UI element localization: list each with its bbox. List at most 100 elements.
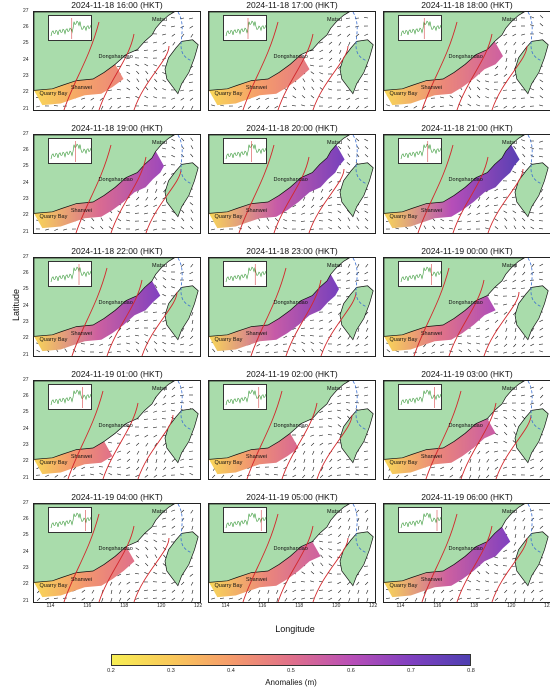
colorbar-tick: 0.5	[287, 668, 295, 674]
panel-timestamp: 2024-11-19 05:00 (HKT)	[246, 492, 338, 502]
inset-timeseries	[398, 15, 442, 41]
dashed-contour	[352, 381, 368, 431]
pressure-contour	[483, 291, 520, 356]
map-panel: 2024-11-18 21:00 (HKT) Matsu Dongshandao Sh…	[383, 123, 550, 245]
lat-tick: 23	[23, 564, 29, 571]
lat-tick: 21	[23, 474, 29, 481]
lat-tick: 25	[23, 409, 29, 416]
inset-timeseries	[398, 261, 442, 287]
lat-tick: 22	[23, 212, 29, 219]
taiwan-island	[339, 162, 374, 218]
pressure-contour	[250, 267, 287, 356]
pressure-contour	[320, 291, 357, 356]
colorbar-tick: 0.3	[167, 668, 175, 674]
taiwan-island	[514, 285, 549, 341]
inset-series-line	[225, 143, 267, 160]
lat-tick: 23	[23, 441, 29, 448]
colorbar-tick: 0.4	[227, 668, 235, 674]
panel-timestamp: 2024-11-18 22:00 (HKT)	[71, 246, 163, 256]
inset-series-line	[225, 20, 267, 37]
pressure-contour	[273, 156, 310, 233]
map-panel: 2024-11-18 20:00 (HKT) Matsu Dongshandao Sh…	[208, 123, 376, 245]
inset-timeseries	[223, 261, 267, 287]
place-label-quarry-bay: Quarry Bay	[214, 337, 243, 344]
place-label-shanwei: Shanwei	[245, 453, 267, 460]
pressure-contour	[312, 45, 349, 110]
x-axis-label: Longitude	[275, 624, 315, 634]
map-panel: 2024-11-19 05:00 (HKT) Matsu Dongshandao Sh…	[208, 492, 377, 614]
pressure-contour	[421, 21, 458, 110]
anomaly-field	[34, 441, 113, 475]
inset-series-line	[400, 20, 442, 37]
pressure-contour	[277, 525, 314, 602]
anomaly-field	[209, 274, 339, 352]
pressure-contour	[71, 267, 108, 356]
place-label-dongshandao: Dongshandao	[98, 54, 133, 61]
anomaly-field	[384, 418, 496, 475]
pressure-contour	[141, 291, 178, 356]
place-label-matsu: Matsu	[502, 16, 518, 23]
anomaly-field	[34, 151, 164, 229]
pressure-contour	[238, 144, 275, 233]
place-label-quarry-bay: Quarry Bay	[389, 337, 418, 344]
map-view: Matsu Dongshandao Shanwei Quarry Bay	[208, 11, 376, 111]
pressure-contour	[285, 279, 322, 356]
pressure-contour	[133, 537, 170, 602]
anomaly-field	[384, 295, 496, 352]
panel-timestamp: 2024-11-18 21:00 (HKT)	[421, 123, 513, 133]
place-label-shanwei: Shanwei	[420, 576, 442, 583]
pressure-contour	[425, 390, 462, 479]
pressure-contour	[246, 390, 283, 479]
map-view: Matsu Dongshandao Shanwei Quarry Bay	[33, 134, 201, 234]
place-label-dongshandao: Dongshandao	[448, 546, 483, 553]
dashed-contour	[527, 12, 543, 62]
map-view: Matsu Dongshandao Shanwei Quarry Bay	[383, 134, 550, 234]
place-label-matsu: Matsu	[502, 508, 518, 515]
lat-tick: 27	[23, 499, 29, 506]
lon-tick: 114	[46, 603, 55, 609]
pressure-contour	[452, 156, 489, 233]
pressure-contour	[102, 402, 139, 479]
map-view: Matsu Dongshandao Shanwei Quarry Bay	[383, 257, 550, 357]
place-label-dongshandao: Dongshandao	[98, 177, 133, 184]
map-view: Matsu Dongshandao Shanwei Quarry Bay	[33, 503, 201, 603]
taiwan-island	[514, 408, 549, 464]
panel-timestamp: 2024-11-18 18:00 (HKT)	[421, 0, 513, 10]
dashed-contour	[527, 135, 543, 185]
panel-timestamp: 2024-11-19 04:00 (HKT)	[71, 492, 163, 502]
inset-series-line	[225, 266, 267, 283]
colorbar-tick: 0.8	[467, 668, 475, 674]
lat-tick: 24	[23, 179, 29, 186]
lat-tick: 22	[23, 335, 29, 342]
lon-tick: 118	[295, 603, 304, 609]
panel-timestamp: 2024-11-18 20:00 (HKT)	[246, 123, 338, 133]
lat-tick: 21	[23, 105, 29, 112]
place-label-shanwei: Shanwei	[245, 330, 267, 337]
panel-timestamp: 2024-11-18 23:00 (HKT)	[246, 246, 338, 256]
lon-tick: 120	[157, 603, 166, 609]
taiwan-island	[514, 39, 549, 95]
panel-timestamp: 2024-11-19 01:00 (HKT)	[71, 369, 163, 379]
lat-tick: 26	[23, 23, 29, 30]
lon-tick: 114	[221, 603, 230, 609]
inset-series-line	[50, 266, 92, 283]
lat-tick: 25	[23, 286, 29, 293]
dashed-contour	[352, 12, 368, 62]
place-label-quarry-bay: Quarry Bay	[389, 91, 418, 98]
map-panel: 2024-11-19 02:00 (HKT) Matsu Dongshandao Sh…	[208, 369, 376, 491]
map-panel: 2024-11-19 04:00 (HKT) Matsu Dongshandao Sh…	[23, 492, 202, 614]
inset-timeseries	[48, 507, 92, 533]
place-label-matsu: Matsu	[327, 385, 343, 392]
colorbar-label: Anomalies (m)	[265, 678, 317, 687]
lat-tick: 23	[23, 195, 29, 202]
place-label-shanwei: Shanwei	[420, 453, 442, 460]
place-label-dongshandao: Dongshandao	[448, 54, 483, 61]
lat-tick: 23	[23, 72, 29, 79]
place-label-matsu: Matsu	[327, 139, 343, 146]
lat-tick: 27	[23, 130, 29, 137]
lat-tick: 24	[23, 425, 29, 432]
pressure-contour	[495, 414, 532, 479]
dashed-contour	[177, 135, 193, 185]
pressure-contour	[145, 168, 182, 233]
pressure-contour	[308, 168, 345, 233]
